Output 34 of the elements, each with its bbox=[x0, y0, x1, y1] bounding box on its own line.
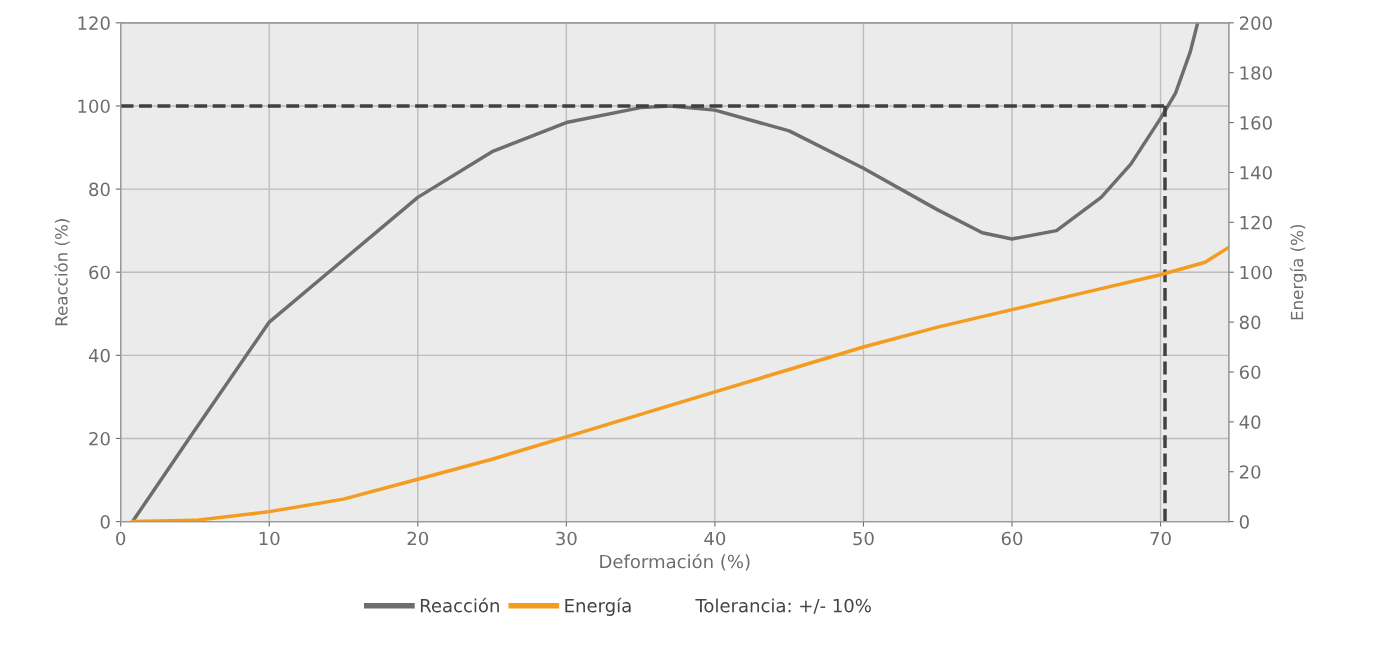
line-series bbox=[130, 245, 1229, 522]
y-tick-label: 120 bbox=[78, 16, 110, 30]
y-axis-title: Reacción (%) bbox=[54, 219, 70, 326]
x-tick-label: 40 bbox=[704, 531, 726, 546]
y2-tick-label: 180 bbox=[1240, 66, 1272, 80]
y-tick-label: 40 bbox=[88, 348, 110, 363]
x-tick-label: 50 bbox=[853, 531, 874, 546]
y-tick-label: 100 bbox=[78, 99, 110, 114]
y2-tick-label: 0 bbox=[1239, 515, 1249, 529]
y-tick-label: 80 bbox=[89, 182, 110, 197]
text: Tolerancia: +/- 10% bbox=[695, 598, 871, 614]
y2-tick-label: 40 bbox=[1239, 415, 1261, 429]
y2-tick-label: 140 bbox=[1240, 165, 1272, 180]
x-tick-label: 30 bbox=[556, 531, 577, 546]
y-tick-label: 20 bbox=[89, 431, 110, 446]
legend-label: Reacción bbox=[420, 597, 499, 613]
x-tick-label: 20 bbox=[407, 531, 429, 546]
line-series bbox=[130, 22, 1200, 522]
x-tick-label: 60 bbox=[1001, 531, 1023, 546]
y-tick-label: 0 bbox=[100, 515, 110, 529]
legend-label: Energía bbox=[565, 597, 631, 616]
x-axis-title: Deformación (%) bbox=[600, 553, 750, 571]
y2-tick-label: 160 bbox=[1240, 116, 1272, 130]
x-tick-label: 70 bbox=[1150, 531, 1171, 546]
y2-tick-label: 120 bbox=[1240, 215, 1272, 230]
y2-tick-label: 200 bbox=[1239, 16, 1272, 30]
x-tick-label: 0 bbox=[116, 531, 126, 546]
y2-axis-title: Energía (%) bbox=[1289, 224, 1307, 320]
y2-tick-label: 20 bbox=[1239, 465, 1261, 479]
y2-tick-label: 60 bbox=[1239, 365, 1261, 380]
y2-tick-label: 100 bbox=[1240, 265, 1272, 280]
y2-tick-label: 80 bbox=[1239, 315, 1261, 330]
x-tick-label: 10 bbox=[259, 531, 280, 546]
y-tick-label: 60 bbox=[89, 265, 110, 280]
